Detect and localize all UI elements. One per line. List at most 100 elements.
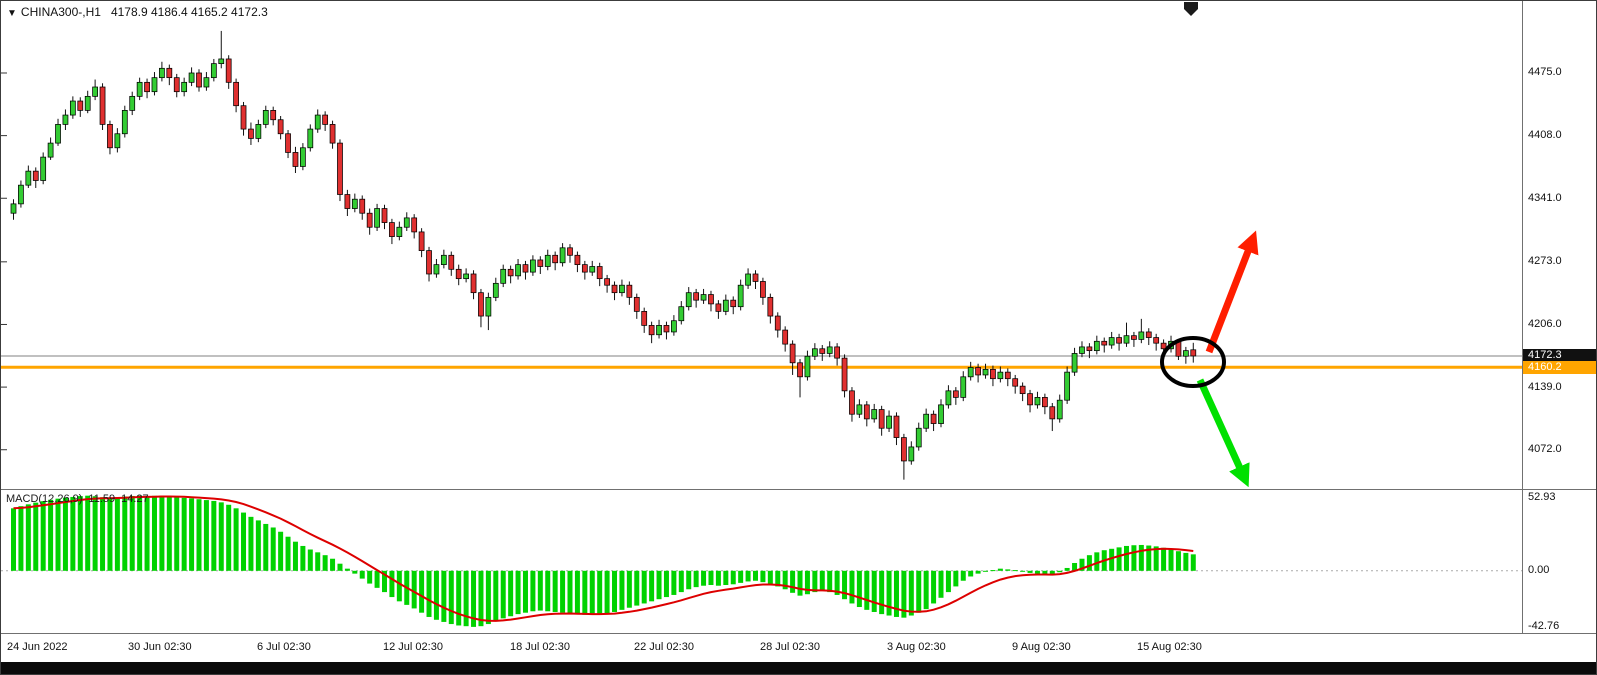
candle-body: [760, 281, 766, 298]
macd-bar: [389, 570, 395, 598]
candle-body: [374, 208, 380, 228]
time-axis-label: 30 Jun 02:30: [128, 641, 192, 653]
candle-body: [559, 247, 566, 264]
panel-divider[interactable]: [1, 489, 1596, 490]
ohlc-values: 4178.9 4186.4 4165.2 4172.3: [110, 5, 268, 19]
macd-bar: [819, 570, 825, 591]
candle-body: [841, 357, 848, 392]
symbol-dropdown-icon[interactable]: ▼: [7, 8, 17, 19]
candle-body: [1153, 337, 1160, 344]
candle-body: [225, 58, 232, 83]
candle-body: [893, 415, 900, 438]
candle-body: [240, 105, 247, 130]
candle-body: [1093, 340, 1100, 352]
macd-bar: [233, 508, 239, 571]
candle-body: [77, 100, 84, 111]
macd-bar: [1020, 570, 1026, 572]
candle-body: [1123, 335, 1130, 344]
time-axis-label: 6 Jul 02:30: [257, 641, 311, 653]
candle-body: [923, 413, 930, 429]
candle-body: [203, 77, 210, 88]
candle-body: [92, 86, 98, 97]
time-axis-label: 22 Jul 02:30: [634, 641, 694, 653]
macd-bar: [552, 570, 558, 612]
macd-bar: [292, 541, 298, 571]
time-axis[interactable]: 24 Jun 2022 30 Jun 02:30 6 Jul 02:30 12 Jul…: [1, 634, 1596, 662]
macd-bar: [782, 570, 788, 590]
macd-bar: [1116, 547, 1122, 571]
candle-body: [389, 222, 395, 237]
macd-bar: [1168, 549, 1174, 571]
up-arrow-annotation[interactable]: [1205, 230, 1259, 354]
macd-bar: [908, 570, 914, 616]
candle-body: [403, 217, 410, 228]
candle-body: [337, 142, 343, 195]
macd-bar: [1161, 547, 1167, 571]
chart-shift-marker-icon[interactable]: [1184, 2, 1198, 16]
panel-divider[interactable]: [1, 633, 1596, 634]
macd-bar: [767, 570, 773, 585]
candle-body: [329, 124, 336, 144]
candle-body: [960, 376, 967, 398]
macd-bar: [953, 570, 959, 587]
macd-bar: [174, 497, 180, 571]
time-axis-label: 12 Jul 02:30: [383, 641, 443, 653]
down-arrow-annotation[interactable]: [1196, 378, 1250, 488]
symbol-timeframe-label: CHINA300-,H1: [20, 5, 101, 19]
candle-body: [455, 268, 462, 280]
macd-bar: [48, 499, 54, 571]
candle-body: [544, 254, 551, 267]
candle-body: [47, 142, 54, 158]
candle-body: [314, 114, 321, 130]
candle-body: [1064, 371, 1071, 401]
macd-bar: [983, 570, 989, 572]
macd-bar: [560, 570, 566, 613]
macd-bar: [196, 499, 202, 571]
macd-bar: [77, 496, 83, 571]
candle-body: [693, 292, 700, 301]
macd-name: MACD(12,26,9): [6, 493, 83, 505]
candle-body: [1042, 397, 1048, 408]
macd-bar: [226, 504, 232, 571]
macd-bar: [203, 500, 209, 571]
candle-body: [782, 329, 789, 345]
macd-bar: [1183, 552, 1189, 571]
macd-bar: [1138, 544, 1144, 571]
candle-body: [478, 292, 484, 317]
macd-bar: [1094, 552, 1100, 571]
candle-body: [1079, 346, 1085, 354]
candle-body: [863, 404, 870, 420]
candle-body: [396, 226, 403, 237]
macd-indicator-panel[interactable]: [1, 490, 1522, 633]
candle-body: [915, 427, 922, 448]
macd-bar: [1072, 562, 1078, 571]
price-chart[interactable]: [1, 1, 1522, 489]
candle-body: [166, 67, 173, 79]
macd-scale[interactable]: 52.93 0.00 -42.76: [1522, 490, 1596, 633]
candle-body: [270, 110, 277, 121]
candle-body: [797, 362, 803, 378]
candle-body: [708, 294, 714, 305]
macd-bar: [641, 570, 647, 604]
circle-annotation[interactable]: [1160, 336, 1226, 388]
candle-body: [1190, 349, 1197, 357]
macd-bar: [189, 498, 195, 571]
macd-bar: [151, 495, 157, 571]
candle-body: [470, 273, 477, 294]
candle-body: [500, 268, 507, 284]
macd-bar: [433, 570, 439, 620]
macd-bar: [871, 570, 877, 612]
candle-body: [69, 100, 76, 116]
macd-bar: [137, 495, 143, 571]
macd-bar: [374, 570, 380, 588]
candle-body: [255, 124, 262, 139]
candle-body: [737, 284, 744, 308]
candle-body: [173, 77, 180, 93]
candle-body: [990, 368, 996, 380]
candle-body: [188, 72, 195, 83]
price-scale[interactable]: 4172.3 4160.2 4475.0 4408.0 4341.0 4273.0 42…: [1522, 1, 1596, 489]
macd-bar: [218, 502, 224, 571]
candle-body: [611, 284, 618, 294]
candle-body: [62, 114, 69, 125]
